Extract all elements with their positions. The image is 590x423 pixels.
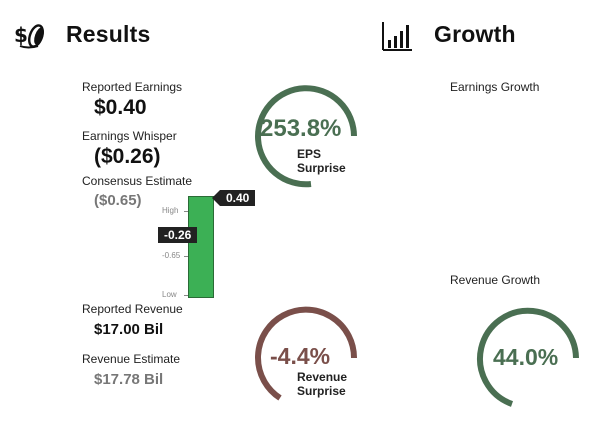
range-mid-label: -0.65 [162, 251, 181, 260]
range-low-tick [184, 295, 188, 296]
earnings-whisper-label: Earnings Whisper [82, 129, 177, 143]
revenue-surprise-label-2: Surprise [297, 384, 346, 398]
results-header: $ Results [14, 18, 174, 52]
bar-chart-icon [381, 20, 413, 52]
eps-surprise-gauge: 253.8% EPS Surprise [254, 84, 358, 188]
actual-tag-pointer [212, 190, 220, 206]
svg-text:$: $ [14, 23, 28, 47]
range-high-label: High [162, 206, 179, 215]
revenue-surprise-gauge: -4.4% Revenue Surprise [254, 306, 358, 410]
earnings-growth-label: Earnings Growth [450, 80, 540, 94]
reported-revenue-value: $17.00 Bil [94, 321, 164, 338]
consensus-estimate-label: Consensus Estimate [82, 174, 193, 188]
revenue-growth-value: 44.0% [493, 344, 559, 370]
eps-gauge-arc [255, 85, 357, 188]
reported-earnings-value: $0.40 [94, 96, 147, 119]
reported-revenue-label: Reported Revenue [82, 302, 183, 316]
range-low-label: Low [162, 290, 177, 299]
growth-title: Growth [434, 21, 516, 47]
consensus-estimate-value: ($0.65) [94, 192, 142, 209]
revenue-growth-label: Revenue Growth [450, 273, 541, 287]
revenue-growth-gauge: 44.0% [476, 306, 580, 410]
range-mid-tick [184, 256, 188, 257]
earnings-range-bar: High -0.65 Low 0.40 -0.26 [150, 190, 260, 305]
revenue-gauge-arc [255, 306, 358, 401]
range-bar-fill [188, 196, 214, 298]
eps-surprise-label-1: EPS [297, 147, 322, 161]
actual-value-tag: 0.40 [220, 190, 256, 206]
range-high-tick [184, 211, 188, 212]
revenue-estimate-label: Revenue Estimate [82, 352, 181, 366]
revenue-estimate-value: $17.78 Bil [94, 371, 164, 388]
eps-surprise-label-2: Surprise [297, 161, 346, 175]
whisper-value-tag: -0.26 [158, 227, 198, 243]
revenue-growth-arc [477, 307, 579, 407]
revenue-surprise-label-1: Revenue [297, 370, 348, 384]
reported-earnings-label: Reported Earnings [82, 80, 183, 94]
eps-surprise-value: 253.8% [260, 115, 342, 142]
growth-header: Growth [381, 18, 541, 52]
earnings-whisper-value: ($0.26) [94, 145, 161, 168]
results-title: Results [66, 21, 151, 47]
coins-dollar-icon: $ [14, 20, 46, 50]
revenue-surprise-value: -4.4% [270, 343, 331, 369]
